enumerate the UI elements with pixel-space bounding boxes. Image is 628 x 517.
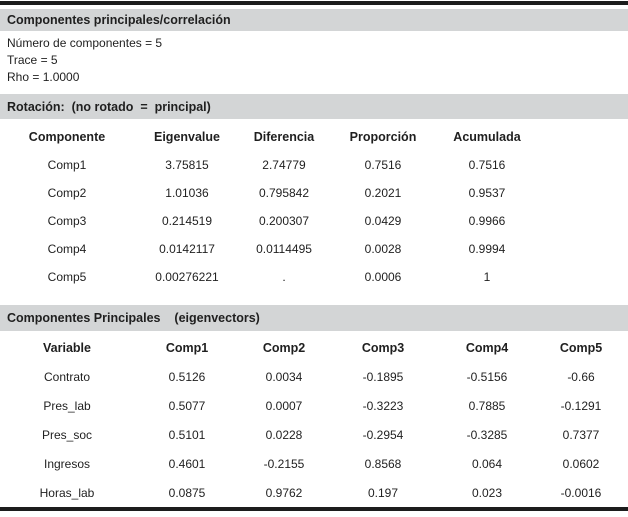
table-row: Comp5 0.00276221. 0.0006 1 [1, 263, 628, 291]
column-header: Comp1 [165, 340, 209, 355]
info-number-of-components: Número de componentes = 5 [7, 36, 163, 50]
table-cell: 0.0142117 [159, 242, 215, 256]
table-cell: 0.2021 [364, 186, 402, 200]
table-row: Pres_lab 0.5077 0.0007 -0.3223 0.7885 -0.1291 [1, 391, 628, 420]
table-cell: Pres_soc [41, 427, 93, 442]
table-cell: 0.5126 [168, 369, 206, 384]
column-header: Proporción [349, 130, 417, 144]
table-row: Comp2 1.01036 0.795842 0.2021 0.9537 [1, 179, 628, 207]
table-cell: Pres_lab [43, 398, 91, 413]
table-cell: 0.9966 [468, 214, 506, 228]
table-cell: 0.9537 [468, 186, 506, 200]
table-cell: -0.1895 [362, 369, 404, 384]
table-cell: -0.2155 [263, 456, 305, 471]
table-row: Comp3 0.214519 0.200307 0.0429 0.9966 [1, 207, 628, 235]
table-cell: Comp3 [47, 214, 87, 228]
table-row: Pres_soc 0.5101 0.0228 -0.2954 -0.3285 0.7377 [1, 420, 628, 449]
table-cell: 3.75815 [165, 158, 209, 172]
eigenvectors-label: Componentes Principales (eigenvectors) [7, 311, 260, 325]
table-cell: 1.01036 [165, 186, 209, 200]
section-bar-principal-components: Componentes principales/correlación [0, 9, 628, 31]
table-row: Comp1 3.75815 2.74779 0.7516 0.7516 [1, 151, 628, 179]
column-header: Diferencia [253, 130, 315, 144]
table-cell: 0.0114495 [256, 242, 312, 256]
table-cell: 0.4601 [168, 456, 206, 471]
table-cell: 0.00276221 [155, 270, 219, 284]
table-cell: Comp1 [47, 158, 87, 172]
table-cell: 0.9762 [265, 485, 303, 500]
table-cell: -0.5156 [466, 369, 508, 384]
table-cell: -0.2954 [362, 427, 404, 442]
table-row: Comp4 0.0142117 0.0114495 0.0028 0.9994 [1, 235, 628, 263]
info-trace: Trace = 5 [7, 53, 58, 67]
table-cell: 0.200307 [258, 214, 310, 228]
table-cell: -0.3223 [362, 398, 404, 413]
table-cell: 0.0429 [364, 214, 402, 228]
table-cell: 0.9994 [468, 242, 506, 256]
table-cell: Comp5 [47, 270, 87, 284]
table-cell: -0.0016 [560, 485, 602, 500]
table-header-row: Componente Eigenvalue Diferencia Proporción… [1, 123, 628, 151]
table-cell: 0.0875 [168, 485, 206, 500]
table-row: Horas_lab 0.0875 0.9762 0.197 0.023 -0.0016 [1, 478, 628, 507]
table-cell: 0.214519 [161, 214, 213, 228]
table-row: Contrato 0.5126 0.0034 -0.1895 -0.5156 -0.66 [1, 362, 628, 391]
rotation-label: Rotación: (no rotado = principal) [7, 99, 211, 114]
table-cell: 2.74779 [262, 158, 306, 172]
column-header: Variable [43, 340, 91, 355]
table-cell: 0.0602 [562, 456, 600, 471]
table-cell: Comp4 [47, 242, 87, 256]
info-rho: Rho = 1.0000 [7, 70, 80, 84]
table-cell: -0.1291 [560, 398, 602, 413]
table-cell: 0.0006 [364, 270, 402, 284]
table-cell: 0.5077 [168, 398, 206, 413]
column-header: Comp5 [559, 340, 603, 355]
column-header: Comp4 [465, 340, 509, 355]
section-bar-rotation: Rotación: (no rotado = principal) [0, 94, 628, 119]
eigenvectors-table: Variable Comp1 Comp2 Comp3 Comp4 Comp5 Contrat… [1, 333, 628, 507]
table-cell: Ingresos [43, 456, 91, 471]
summary-info: Número de componentes = 5 Trace = 5 Rho … [0, 31, 628, 86]
table-cell: 0.0034 [265, 369, 303, 384]
table-cell: 1 [483, 270, 491, 284]
table-cell: 0.7516 [468, 158, 506, 172]
table-cell: 0.8568 [364, 456, 402, 471]
table-header-row: Variable Comp1 Comp2 Comp3 Comp4 Comp5 [1, 333, 628, 362]
table-cell: 0.7377 [562, 427, 600, 442]
table-cell: 0.197 [367, 485, 399, 500]
section-bar-eigenvectors: Componentes Principales (eigenvectors) [0, 305, 628, 331]
eigenvalues-table: Componente Eigenvalue Diferencia Proporción… [1, 123, 628, 291]
table-cell: 0.7516 [364, 158, 402, 172]
table-cell: Contrato [43, 369, 91, 384]
table-cell: -0.66 [567, 369, 595, 384]
column-header: Eigenvalue [154, 130, 220, 144]
column-header: Acumulada [453, 130, 521, 144]
top-rule [0, 1, 628, 5]
table-cell: 0.0228 [265, 427, 303, 442]
table-cell: -0.3285 [466, 427, 508, 442]
table-cell: 0.0028 [364, 242, 402, 256]
table-cell: Horas_lab [39, 485, 95, 500]
column-header: Comp3 [361, 340, 405, 355]
column-header: Comp2 [262, 340, 306, 355]
table-cell: 0.0007 [265, 398, 303, 413]
table-cell: 0.5101 [168, 427, 206, 442]
table-row: Ingresos 0.4601 -0.2155 0.8568 0.064 0.0602 [1, 449, 628, 478]
section-title: Componentes principales/correlación [7, 13, 231, 27]
table-cell: 0.795842 [258, 186, 310, 200]
table-cell: Comp2 [47, 186, 87, 200]
table-cell: 0.064 [471, 456, 503, 471]
bottom-rule [0, 507, 628, 511]
table-cell: 0.023 [471, 485, 503, 500]
table-cell: . [282, 270, 286, 284]
column-header: Componente [28, 130, 106, 144]
table-cell: 0.7885 [468, 398, 506, 413]
